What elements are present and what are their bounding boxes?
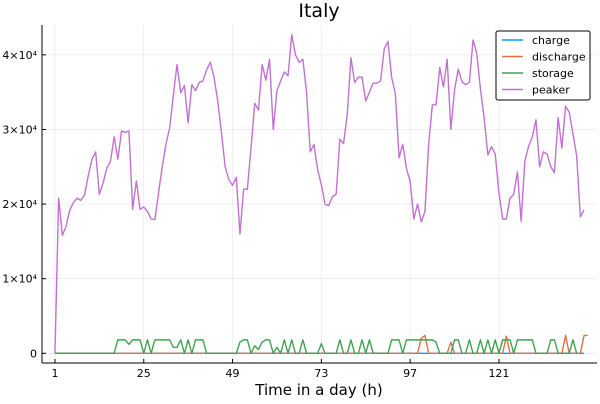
x-axis-title: Time in a day (h) <box>254 381 382 399</box>
axes <box>41 25 597 364</box>
x-tick-label: 49 <box>226 367 240 380</box>
legend-label-discharge: discharge <box>532 51 586 64</box>
y-tick-label: 2×10⁴ <box>2 198 37 211</box>
series-lines <box>54 34 588 354</box>
x-tick-label: 121 <box>488 367 509 380</box>
x-tick-label: 25 <box>137 367 151 380</box>
legend: charge discharge storage peaker <box>495 30 591 101</box>
y-tick-label: 3×10⁴ <box>2 123 37 136</box>
y-tick-label: 1×10⁴ <box>2 273 37 286</box>
series-line-storage <box>54 339 578 354</box>
series-line-peaker <box>54 34 585 354</box>
x-tick-label: 97 <box>403 367 417 380</box>
chart-title: Italy <box>298 0 339 22</box>
tick-labels: 1 25 49 73 97 121 0 1×10⁴ 2×10⁴ 3×10⁴ 4×10⁴ <box>2 49 509 380</box>
legend-box <box>495 30 591 101</box>
y-tick-label: 0 <box>30 347 37 360</box>
x-tick-label: 73 <box>314 367 328 380</box>
x-tick-label: 1 <box>51 367 58 380</box>
legend-label-storage: storage <box>532 67 574 80</box>
legend-label-charge: charge <box>532 34 570 47</box>
legend-label-peaker: peaker <box>532 84 570 97</box>
y-tick-label: 4×10⁴ <box>2 49 37 62</box>
